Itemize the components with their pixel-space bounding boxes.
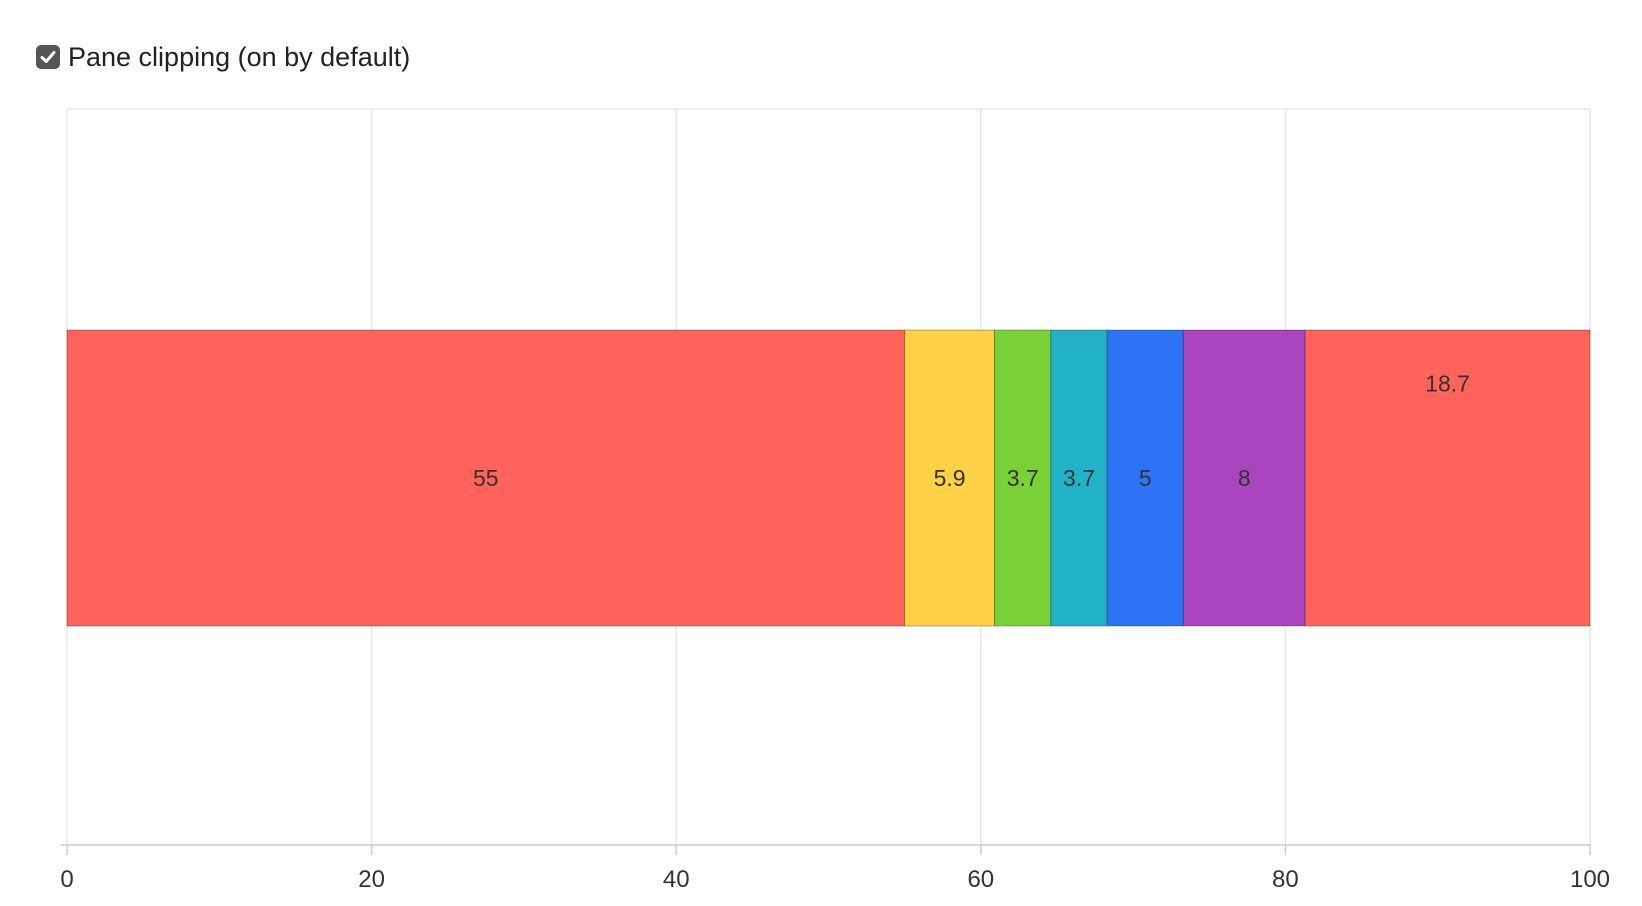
data-label: 3.7 — [1007, 465, 1039, 491]
bar-segment[interactable] — [1106, 329, 1184, 627]
checkmark-icon — [40, 51, 56, 63]
data-label: 55 — [473, 465, 499, 491]
pane-clipping-checkbox[interactable] — [36, 45, 60, 69]
x-tick-label: 100 — [1570, 866, 1610, 893]
bar-segments — [66, 329, 1591, 627]
x-tick-label: 80 — [1272, 866, 1299, 893]
data-labels: 55 5.9 3.7 3.7 5 8 18.7 — [473, 370, 1470, 491]
data-label: 5.9 — [934, 465, 966, 491]
x-axis: 0 20 40 60 80 100 — [60, 844, 1610, 893]
data-label: 8 — [1238, 465, 1251, 491]
x-tick-label: 20 — [358, 866, 385, 893]
bar-segment[interactable] — [994, 329, 1052, 627]
bar-segment[interactable] — [1182, 329, 1306, 627]
data-label: 5 — [1139, 465, 1152, 491]
bar-segment[interactable] — [66, 329, 906, 627]
data-label: 18.7 — [1425, 370, 1470, 396]
pane-clipping-control: Pane clipping (on by default) — [36, 40, 410, 74]
x-tick-label: 0 — [60, 866, 73, 893]
x-tick-label: 40 — [663, 866, 690, 893]
x-tick-label: 60 — [967, 866, 994, 893]
pane-clipping-label: Pane clipping (on by default) — [68, 42, 411, 72]
data-label: 3.7 — [1063, 465, 1095, 491]
bar-segment[interactable] — [1304, 329, 1591, 627]
